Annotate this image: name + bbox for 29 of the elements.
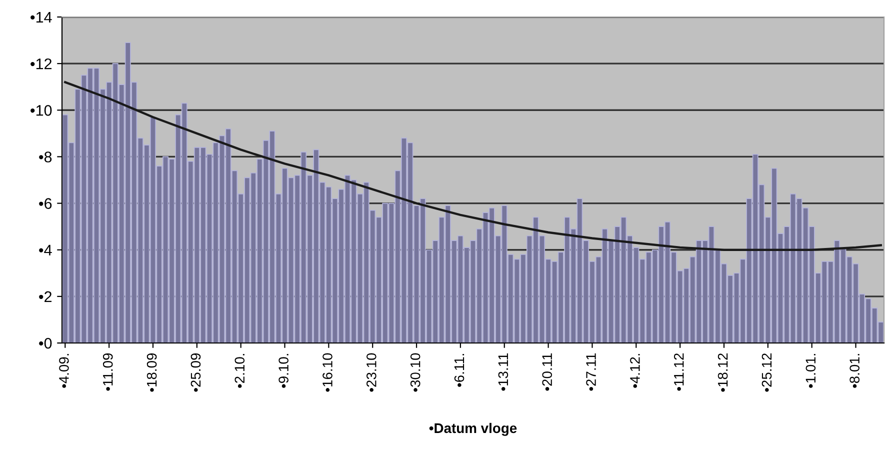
y-tick-label: •12 xyxy=(30,58,52,70)
x-tick-label: •1.01. xyxy=(806,354,816,388)
x-tick-label: •11.09 xyxy=(102,353,113,391)
y-tick-label: •2 xyxy=(39,291,52,302)
y-tick-label: •10 xyxy=(30,105,52,116)
x-tick-label: •23.10 xyxy=(366,353,376,392)
x-tick-label: •8.01. xyxy=(850,354,860,388)
x-tick-label: •18.09 xyxy=(146,353,157,392)
y-tick-label: •0 xyxy=(39,338,52,349)
y-tick-label: •6 xyxy=(39,198,52,209)
x-tick-label: •9.10. xyxy=(278,354,288,388)
x-tick-label: •11.12 xyxy=(674,353,684,391)
x-tick-label: •6.11. xyxy=(454,354,464,387)
x-tick-label: •25.09 xyxy=(190,353,201,392)
x-tick-label: •2.10. xyxy=(234,354,245,388)
line-series xyxy=(64,81,882,251)
x-tick-label: •27.11 xyxy=(586,353,596,391)
x-tick-label: •4.12. xyxy=(630,354,640,388)
y-tick-label: •14 xyxy=(30,12,52,23)
x-axis-title: •Datum vloge xyxy=(429,422,517,436)
y-tick-label: •8 xyxy=(39,152,52,162)
x-tick-label: •30.10 xyxy=(410,353,420,392)
y-tick-label: •4 xyxy=(39,244,52,256)
x-tick-label: •4.09. xyxy=(59,354,69,388)
x-tick-label: •16.10 xyxy=(322,353,332,392)
x-tick-label: •18.12 xyxy=(718,353,728,392)
x-tick-label: •25.12 xyxy=(762,353,772,392)
x-tick-label: •13.11 xyxy=(498,353,508,391)
x-tick-label: •20.11 xyxy=(542,353,552,391)
